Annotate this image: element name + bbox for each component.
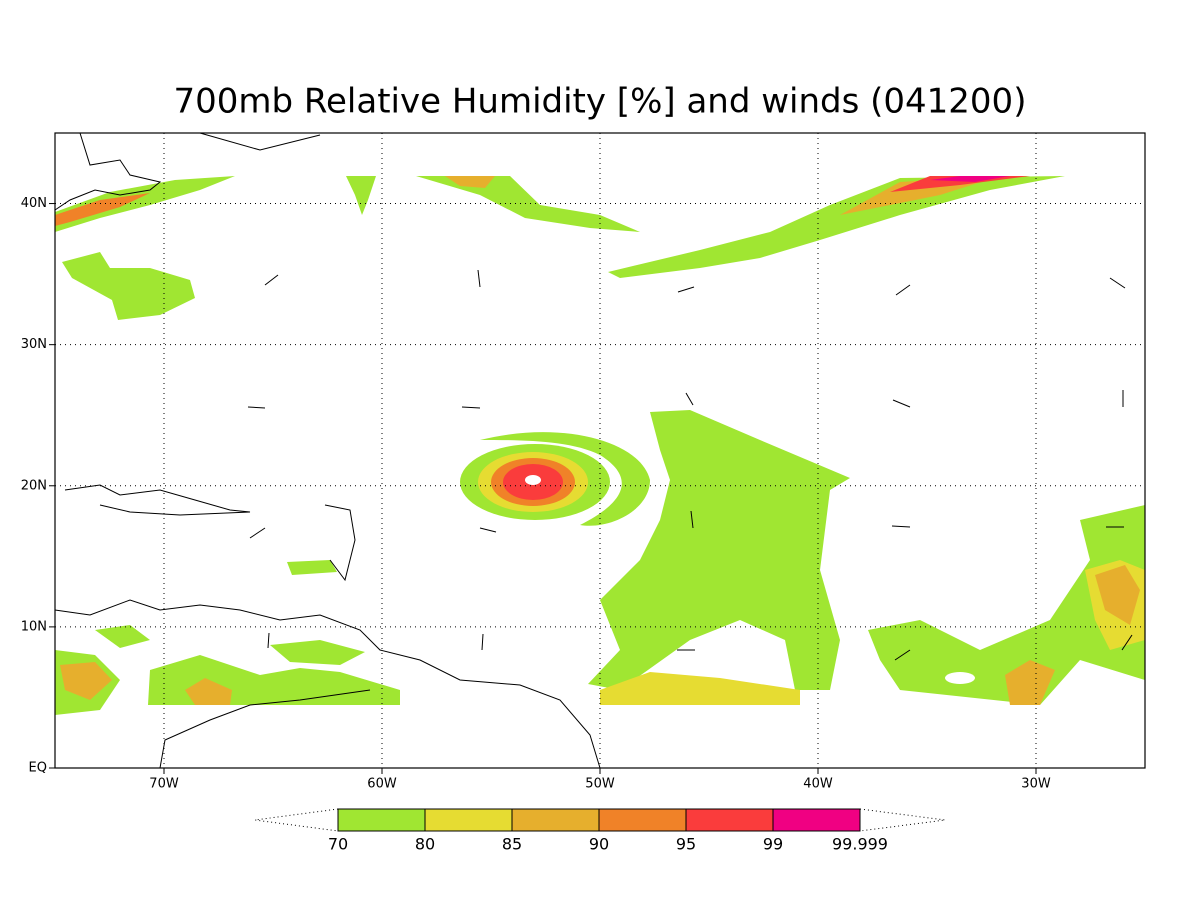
wind-arrow — [267, 632, 270, 649]
humidity-area — [480, 432, 650, 526]
colorbar-label: 85 — [502, 835, 522, 854]
map-title: 700mb Relative Humidity [%] and winds (0… — [174, 82, 1027, 122]
x-tick-label: 30W — [1021, 777, 1051, 792]
wind-arrow — [461, 406, 481, 409]
colorbar-box — [598, 808, 687, 832]
humidity-area — [890, 176, 1030, 192]
wind-arrow — [892, 399, 911, 408]
wind-arrow — [247, 406, 266, 409]
colorbar-box — [772, 808, 861, 832]
colorbar: 70 80 85 90 95 99 99.999 — [254, 808, 946, 854]
humidity-area — [346, 176, 376, 215]
coastline — [54, 599, 601, 769]
humidity-area — [55, 193, 150, 226]
y-tick-label: 30N — [21, 337, 47, 352]
humidity-area — [840, 176, 1000, 215]
coastline — [54, 132, 162, 211]
wind-arrow — [677, 286, 695, 293]
x-tick-label: 70W — [149, 777, 179, 792]
colorbar-end — [859, 808, 946, 832]
colorbar-label: 90 — [589, 835, 609, 854]
humidity-area — [416, 176, 640, 232]
humidity-area — [60, 662, 112, 700]
humidity-area — [1095, 565, 1140, 625]
coastline — [324, 504, 356, 582]
humidity-area — [445, 176, 495, 188]
humidity-area — [868, 505, 1145, 705]
clear-area — [945, 672, 975, 684]
wind-arrow — [249, 527, 266, 539]
y-tick-label: EQ — [29, 761, 47, 776]
wind-arrow — [264, 274, 279, 286]
wind-arrow — [1121, 634, 1133, 651]
wind-arrow — [481, 633, 484, 651]
humidity-area — [588, 410, 850, 690]
coastline — [159, 689, 371, 769]
humidity-area — [62, 252, 195, 320]
x-tick-label: 50W — [585, 777, 615, 792]
map-frame — [54, 132, 1146, 769]
humidity-area — [270, 640, 365, 665]
humidity-area — [600, 672, 800, 705]
humidity-fields — [55, 176, 1145, 715]
wind-arrow — [477, 269, 481, 288]
colorbar-label: 95 — [676, 835, 696, 854]
y-tick-label: 20N — [21, 478, 47, 493]
wind-arrow — [479, 527, 497, 533]
wind-arrow — [685, 392, 694, 406]
wind-arrow — [891, 525, 911, 528]
colorbar-box — [424, 808, 513, 832]
colorbar-label: 99.999 — [832, 835, 888, 854]
x-tick-label: 40W — [803, 777, 833, 792]
colorbar-label: 99 — [763, 835, 783, 854]
humidity-area — [185, 678, 232, 705]
colorbar-box — [685, 808, 774, 832]
colorbar-label: 80 — [415, 835, 435, 854]
x-tick-label: 60W — [367, 777, 397, 792]
colorbar-label: 70 — [328, 835, 348, 854]
humidity-area — [95, 625, 150, 648]
coastlines — [54, 132, 601, 769]
humidity-area — [930, 176, 1010, 182]
wind-vectors — [247, 269, 1133, 661]
wind-arrow — [690, 510, 694, 529]
colorbar-box — [511, 808, 600, 832]
coastline — [64, 484, 251, 516]
colorbar-box — [337, 808, 426, 832]
y-tick-label: 40N — [21, 196, 47, 211]
humidity-area — [608, 176, 1065, 278]
wind-arrow — [895, 284, 911, 296]
humidity-area — [287, 560, 337, 575]
coastline — [199, 132, 321, 151]
y-tick-label: 10N — [21, 619, 47, 634]
wind-arrow — [1109, 277, 1126, 289]
wind-arrow — [894, 649, 911, 661]
humidity-area — [1005, 660, 1055, 705]
clear-area — [525, 475, 541, 485]
